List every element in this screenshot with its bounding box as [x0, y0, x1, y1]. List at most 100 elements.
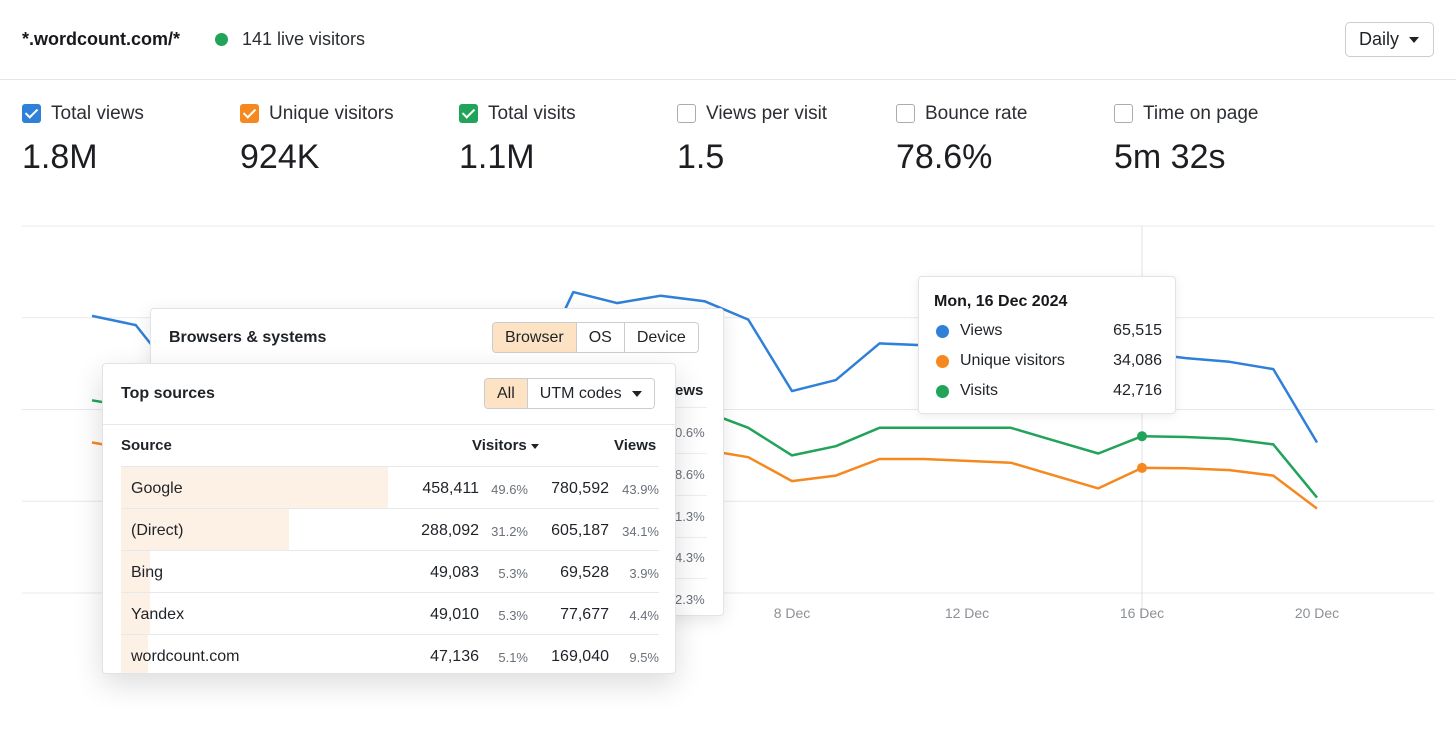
visits-legend-dot — [936, 385, 949, 398]
divider — [103, 424, 675, 425]
tooltip-row-views: Views 65,515 — [934, 321, 1162, 343]
source-row-google[interactable]: Google 458,411 49.6% 780,592 43.9% — [121, 466, 659, 508]
filter-utm-codes[interactable]: UTM codes — [526, 379, 654, 408]
views-value: 77,677 — [560, 606, 609, 623]
views-pct: 9.5% — [629, 650, 659, 665]
tooltip-value: 34,086 — [1113, 352, 1162, 369]
visitors-pct: 5.3% — [498, 608, 528, 623]
browser-pct: 0.6% — [675, 425, 705, 440]
metric-label: Views per visit — [706, 103, 828, 124]
interval-dropdown[interactable]: Daily — [1345, 22, 1434, 57]
tooltip-row-visits: Visits 42,716 — [934, 381, 1162, 403]
views-value: 69,528 — [560, 564, 609, 581]
views-pct: 3.9% — [629, 566, 659, 581]
visitors-pct: 5.1% — [498, 650, 528, 665]
checkbox-unique-visitors[interactable] — [240, 104, 259, 123]
tooltip-label: Unique visitors — [960, 352, 1065, 369]
top-sources-panel: Top sources All UTM codes Source Visitor… — [102, 363, 676, 674]
share-bar — [121, 635, 148, 673]
x-tick-label: 12 Dec — [945, 605, 989, 621]
views-pct: 43.9% — [622, 482, 659, 497]
metric-value: 1.8M — [22, 138, 98, 176]
visitors-pct: 5.3% — [498, 566, 528, 581]
tooltip-label: Views — [960, 322, 1003, 339]
views-column-header[interactable]: ews — [675, 382, 704, 399]
metric-value: 5m 32s — [1114, 138, 1226, 176]
metric-value: 78.6% — [896, 138, 993, 176]
source-row-wordcount[interactable]: wordcount.com 47,136 5.1% 169,040 9.5% — [121, 634, 659, 673]
checkbox-bounce-rate[interactable] — [896, 104, 915, 123]
tab-device[interactable]: Device — [623, 323, 698, 352]
checkbox-time-on-page[interactable] — [1114, 104, 1133, 123]
visitors-value: 288,092 — [421, 522, 479, 539]
metric-label: Total visits — [488, 103, 576, 124]
live-status-icon — [215, 33, 228, 46]
checkbox-views-per-visit[interactable] — [677, 104, 696, 123]
metric-label: Unique visitors — [269, 103, 394, 124]
x-tick-label: 16 Dec — [1120, 605, 1164, 621]
tab-os[interactable]: OS — [575, 323, 624, 352]
caret-down-icon — [1409, 37, 1420, 43]
share-bar — [121, 467, 388, 508]
x-axis-ticks: 8 Dec 12 Dec 16 Dec 20 Dec — [774, 605, 1339, 621]
source-name: Google — [131, 480, 183, 497]
filter-all[interactable]: All — [485, 379, 527, 408]
visitors-value: 49,010 — [430, 606, 479, 623]
tooltip-row-unique-visitors: Unique visitors 34,086 — [934, 351, 1162, 373]
sort-desc-icon — [530, 443, 539, 449]
panel-title: Browsers & systems — [169, 329, 327, 346]
share-bar — [121, 509, 289, 550]
metric-label: Bounce rate — [925, 103, 1028, 124]
views-value: 605,187 — [551, 522, 609, 539]
hover-point-visits — [1137, 431, 1147, 442]
metric-label: Time on page — [1143, 103, 1259, 124]
checkbox-total-views[interactable] — [22, 104, 41, 123]
source-name: (Direct) — [131, 522, 184, 539]
visitors-value: 49,083 — [430, 564, 479, 581]
browser-pct: 8.6% — [675, 467, 705, 482]
interval-label: Daily — [1359, 29, 1400, 49]
views-legend-dot — [936, 325, 949, 338]
tooltip-value: 42,716 — [1113, 382, 1162, 399]
metric-value: 1.5 — [677, 138, 725, 176]
source-row-bing[interactable]: Bing 49,083 5.3% 69,528 3.9% — [121, 550, 659, 592]
share-bar — [121, 593, 150, 634]
visitors-value: 47,136 — [430, 648, 479, 665]
column-header-source[interactable]: Source — [121, 437, 172, 454]
top-bar: *.wordcount.com/* 141 live visitors Dail… — [0, 0, 1456, 80]
column-header-views[interactable]: Views — [614, 437, 657, 454]
browser-pct: 4.3% — [675, 550, 705, 565]
metric-value: 924K — [240, 138, 320, 176]
x-tick-label: 20 Dec — [1295, 605, 1339, 621]
visitors-pct: 31.2% — [491, 524, 528, 539]
views-value: 169,040 — [551, 648, 609, 665]
source-row-direct[interactable]: (Direct) 288,092 31.2% 605,187 34.1% — [121, 508, 659, 550]
live-visitors-count[interactable]: 141 live visitors — [242, 29, 366, 49]
source-name: wordcount.com — [131, 648, 240, 665]
source-name: Yandex — [131, 606, 185, 623]
checkbox-total-visits[interactable] — [459, 104, 478, 123]
source-row-yandex[interactable]: Yandex 49,010 5.3% 77,677 4.4% — [121, 592, 659, 634]
x-tick-label: 8 Dec — [774, 605, 811, 621]
tooltip-value: 65,515 — [1113, 322, 1162, 339]
chart-tooltip: Mon, 16 Dec 2024 Views 65,515 Unique vis… — [918, 276, 1176, 414]
column-header-visitors[interactable]: Visitors — [472, 437, 539, 454]
tab-browser[interactable]: Browser — [493, 323, 576, 352]
browser-tabs: Browser OS Device — [492, 322, 699, 353]
unique-visitors-legend-dot — [936, 355, 949, 368]
visitors-header-label: Visitors — [472, 437, 527, 454]
hover-point-unique-visitors — [1137, 462, 1147, 473]
visitors-pct: 49.6% — [491, 482, 528, 497]
source-filter-tabs: All UTM codes — [484, 378, 655, 409]
views-pct: 34.1% — [622, 524, 659, 539]
views-value: 780,592 — [551, 480, 609, 497]
source-name: Bing — [131, 564, 164, 581]
tooltip-date: Mon, 16 Dec 2024 — [934, 293, 1068, 310]
site-filter[interactable]: *.wordcount.com/* — [22, 29, 181, 49]
metric-value: 1.1M — [459, 138, 535, 176]
metric-label: Total views — [51, 103, 144, 124]
caret-down-icon — [631, 391, 642, 397]
filter-utm-label: UTM codes — [539, 384, 622, 402]
tooltip-label: Visits — [960, 382, 998, 399]
visitors-value: 458,411 — [422, 480, 479, 497]
